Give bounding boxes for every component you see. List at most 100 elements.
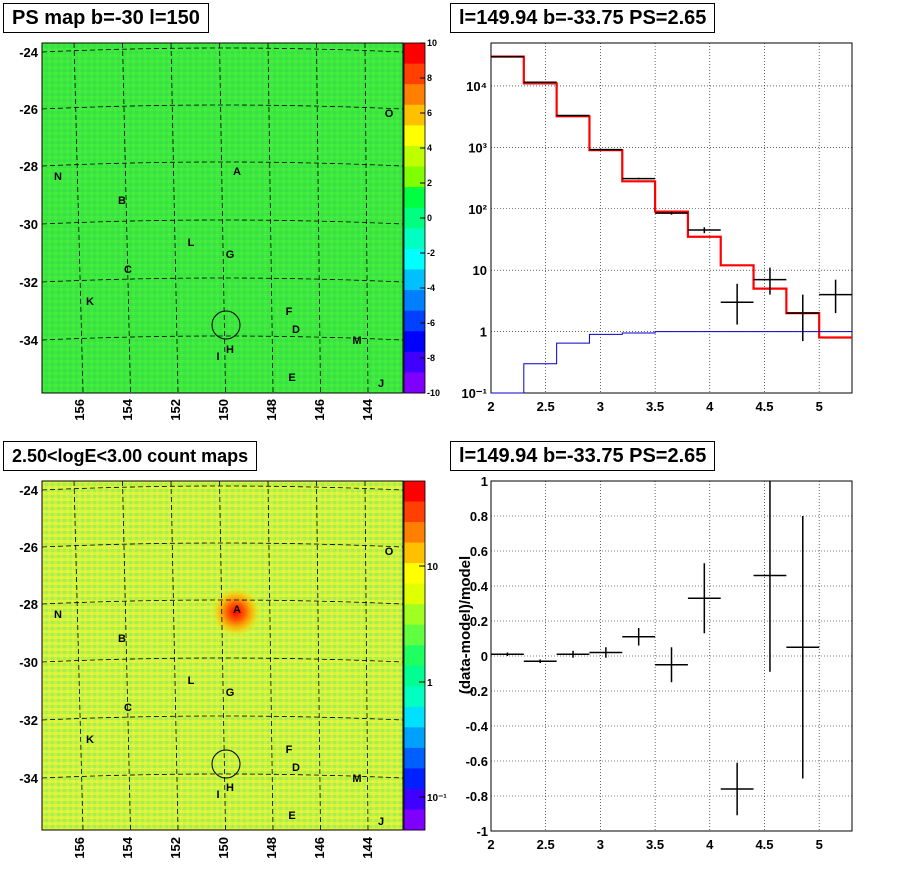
colorbar-frame (403, 480, 426, 831)
map-y-tick-label: -24 (19, 483, 39, 498)
count-map-heatmap (42, 481, 403, 830)
colorbar-tick-label: 1 (427, 678, 433, 689)
graticule-longitude (73, 42, 84, 393)
graticule-latitude (41, 47, 404, 53)
source-label-H: H (226, 782, 234, 794)
map-x-tick-label: 156 (72, 399, 87, 421)
spectrum-step-line (491, 55, 852, 339)
colorbar-segment (404, 686, 425, 708)
graticule-longitude (316, 42, 321, 393)
graticule-longitude (73, 480, 84, 831)
colorbar-segment (404, 331, 425, 353)
source-label-N: N (54, 609, 62, 621)
colorbar-tick-label: 6 (427, 108, 432, 118)
spectrum-x-tick-label: 4.5 (755, 399, 773, 414)
residual-plot: 1 0.8 0.6 0.4 0.2 0 -0.2 -0.4 -0.6 -0.8 -1 2 2.5 3 3.… (457, 474, 853, 852)
colorbar-tick-label: -2 (427, 248, 435, 258)
residual-y-tick-label: 1 (481, 474, 488, 489)
colorbar-segment (404, 84, 425, 106)
colorbar-segment (404, 788, 425, 810)
colorbar-segment (404, 248, 425, 270)
map-y-tick-label: -28 (19, 159, 38, 174)
map-x-tick-label: 146 (312, 837, 327, 859)
spectrum-x-tick-label: 5 (816, 399, 823, 414)
source-label-G: G (226, 687, 235, 699)
colorbar-segment (404, 372, 425, 394)
colorbar-segment (404, 290, 425, 312)
map-bottom-title: 2.50<logE<3.00 count maps (3, 441, 258, 471)
residual-y-tick-label: 0.4 (470, 579, 489, 594)
spectrum-plot: 10⁴ 10³ 10² 10 1 10⁻¹ 2 2.5 3 3.5 4 4.5 5 (461, 42, 853, 414)
count-map-y-ticks: -24 -26 -28 -30 -32 -34 (19, 483, 39, 786)
colorbar-segment (404, 145, 425, 168)
map-y-tick-label: -26 (19, 102, 38, 117)
graticule-latitude (41, 335, 404, 341)
residual-y-tick-label: -0.4 (466, 719, 489, 734)
map-y-tick-label: -24 (19, 45, 39, 60)
map-x-tick-label: 150 (216, 837, 231, 859)
residual-x-tick-label: 4 (706, 837, 714, 852)
source-label-K: K (86, 734, 94, 746)
spectrum-x-tick-label: 2 (487, 399, 494, 414)
colorbar-segment (404, 542, 425, 564)
spectrum-x-tick-label: 4 (706, 399, 714, 414)
map-x-tick-label: 144 (360, 398, 375, 420)
graticule-longitude (122, 42, 131, 393)
graticule-latitude (41, 542, 404, 548)
colorbar-segment (404, 187, 425, 209)
colorbar-segment (404, 501, 425, 523)
colorbar-tick-label: 10 (427, 562, 439, 573)
colorbar-tick-label: 0 (427, 213, 432, 223)
count-map-colorbar: 10 1 10⁻¹ (403, 480, 447, 831)
residual-y-tick-label: -0.2 (466, 684, 488, 699)
colorbar-segment (404, 351, 425, 373)
spectrum-title: l=149.94 b=-33.75 PS=2.65 (450, 3, 716, 33)
map-y-tick-label: -30 (19, 655, 38, 670)
residual-y-ticks: 1 0.8 0.6 0.4 0.2 0 -0.2 -0.4 -0.6 -0.8 -1 (466, 474, 489, 839)
map-x-tick-label: 156 (72, 837, 87, 859)
graticule-latitude (41, 161, 404, 167)
source-label-L: L (188, 237, 195, 249)
graticule-longitude (267, 480, 274, 831)
residual-x-tick-label: 2 (487, 837, 494, 852)
spectrum-y-tick-label: 10² (468, 202, 487, 217)
colorbar-tick-label: 2 (427, 178, 432, 188)
ps-map-source-circle (211, 310, 241, 340)
source-label-I: I (216, 789, 219, 801)
graticule-longitude (122, 480, 131, 831)
colorbar-segment (404, 522, 425, 544)
count-map-x-ticks: 156 154 152 150 148 146 144 (72, 836, 375, 858)
source-label-K: K (86, 296, 94, 308)
colorbar-segment (404, 768, 425, 790)
count-map-source-labels: A B C D E F G HI J K L M N O (54, 546, 394, 828)
graticule-latitude (41, 485, 404, 491)
spectrum-y-tick-label: 10 (473, 263, 487, 278)
colorbar-segment (404, 310, 425, 332)
map-y-tick-label: -30 (19, 217, 38, 232)
residual-x-tick-label: 3 (597, 837, 604, 852)
residual-y-tick-label: -1 (476, 824, 488, 839)
graticule-latitude (41, 599, 404, 605)
colorbar-segment (404, 269, 425, 291)
colorbar-tick-label: -10 (427, 388, 440, 398)
map-x-tick-label: 154 (120, 398, 135, 420)
source-label-N: N (54, 171, 62, 183)
colorbar-segment (404, 706, 425, 728)
graticule-latitude (41, 657, 404, 663)
source-label-A: A (233, 604, 241, 616)
source-label-O: O (385, 108, 394, 120)
source-label-J: J (378, 816, 384, 828)
ps-map-y-ticks: -24 -26 -28 -30 -32 -34 (19, 45, 39, 348)
map-x-tick-label: 144 (360, 836, 375, 858)
map-y-tick-label: -26 (19, 540, 38, 555)
spectrum-y-tick-label: 10⁴ (466, 79, 487, 94)
map-y-tick-label: -32 (19, 275, 38, 290)
map-x-tick-label: 148 (264, 837, 279, 859)
graticule-longitude (170, 42, 179, 393)
graticule-longitude (267, 42, 274, 393)
source-label-D: D (292, 762, 300, 774)
map-x-tick-label: 154 (120, 836, 135, 858)
source-label-G: G (226, 249, 235, 261)
